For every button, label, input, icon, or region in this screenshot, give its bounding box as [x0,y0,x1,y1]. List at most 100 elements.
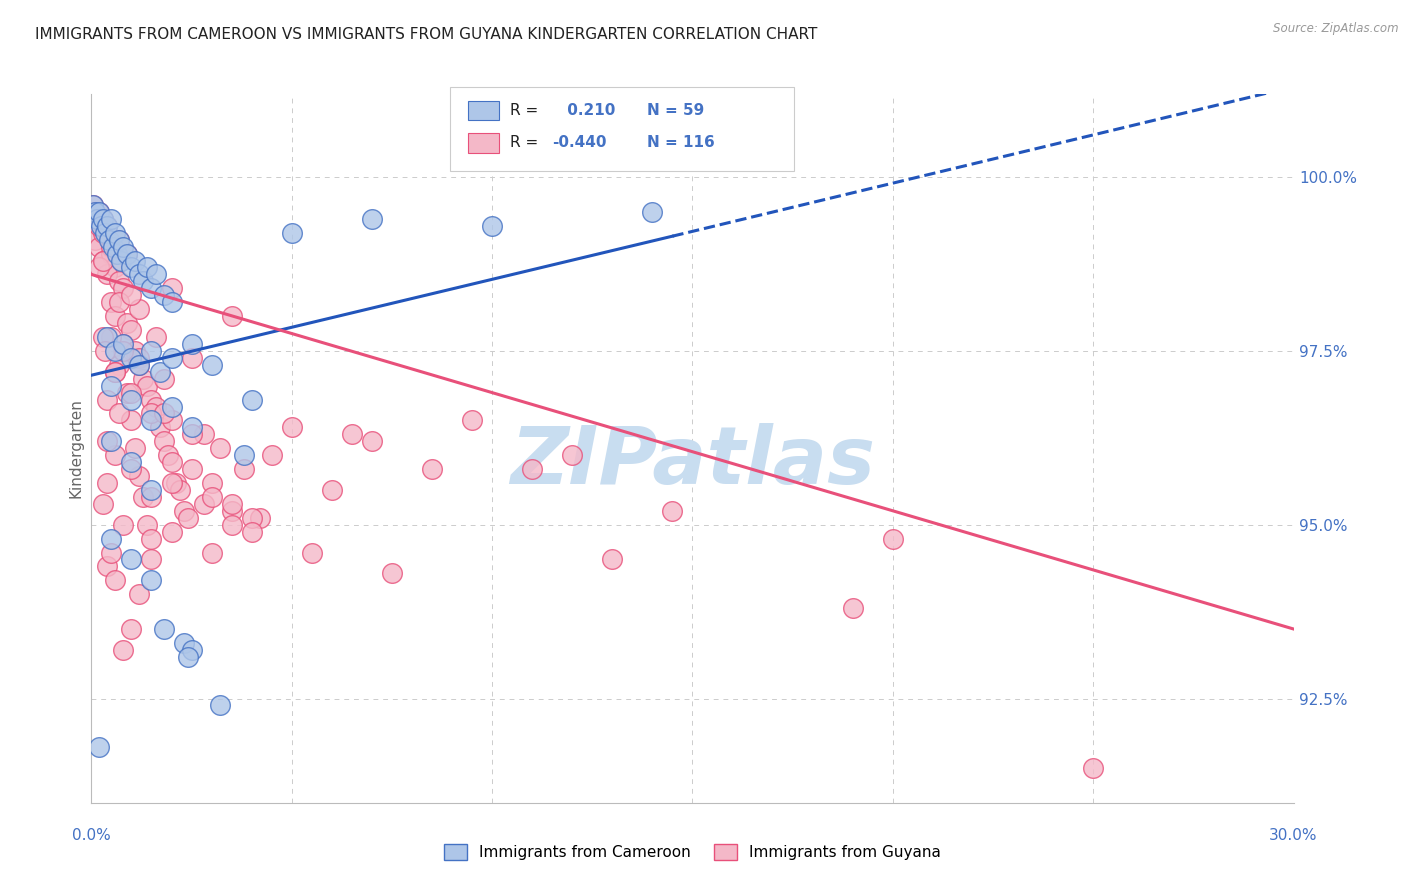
Point [96,268,118,282]
Point [104,574,127,588]
Point [121,413,143,427]
Point [232,462,254,476]
Point [152,372,174,386]
Point [107,246,129,260]
Point [96,219,118,233]
Point [180,643,202,657]
Point [108,358,131,372]
Point [281,420,304,434]
Point [89,740,111,755]
Text: 0.0%: 0.0% [72,828,111,843]
Point [240,524,263,539]
Point [90,219,112,233]
Point [301,545,323,559]
Legend: Immigrants from Cameroon, Immigrants from Guyana: Immigrants from Cameroon, Immigrants fro… [437,838,948,866]
Point [121,462,143,476]
Point [121,351,143,365]
Point [160,455,183,469]
Point [180,462,202,476]
Text: IMMIGRANTS FROM CAMEROON VS IMMIGRANTS FROM GUYANA KINDERGARTEN CORRELATION CHAR: IMMIGRANTS FROM CAMEROON VS IMMIGRANTS F… [35,27,817,42]
Point [208,442,231,456]
Point [94,226,117,240]
Point [93,253,115,268]
Point [104,365,127,379]
Point [93,226,115,240]
Point [121,385,143,400]
Point [112,239,135,253]
Point [201,545,224,559]
Point [136,517,159,532]
Point [160,295,183,310]
Point [110,253,132,268]
Point [561,448,583,462]
Point [108,274,131,288]
Point [96,392,118,407]
Point [96,330,118,344]
Point [180,427,202,442]
Point [152,407,174,421]
Point [100,434,122,449]
Point [180,351,202,365]
Point [141,490,163,504]
Point [108,233,131,247]
Point [420,462,443,476]
Point [93,211,115,226]
Point [360,211,382,226]
Point [112,343,135,358]
Text: ZIPatlas: ZIPatlas [510,424,875,501]
Point [100,330,122,344]
Point [84,233,107,247]
Point [128,302,150,317]
Point [360,434,382,449]
Point [141,343,163,358]
Point [90,219,112,233]
Point [221,309,243,323]
Point [128,351,150,365]
Point [148,420,170,434]
Point [201,358,224,372]
Point [86,211,108,226]
Point [240,392,263,407]
Point [104,448,127,462]
Point [82,198,104,212]
Point [160,351,183,365]
Point [249,510,271,524]
Point [340,427,363,442]
Point [145,400,167,414]
Point [176,510,198,524]
Point [152,434,174,449]
Point [94,343,117,358]
Point [100,295,122,310]
Point [93,253,115,268]
Point [128,268,150,282]
Point [117,246,139,260]
Point [128,587,150,601]
Point [98,233,121,247]
Point [141,281,163,295]
Text: 0.210: 0.210 [562,103,616,118]
Point [132,372,155,386]
Point [104,226,127,240]
Point [89,239,111,253]
Point [104,365,127,379]
Point [173,504,195,518]
Point [128,469,150,483]
Point [141,392,163,407]
Point [100,239,122,253]
Point [96,475,118,490]
Point [160,281,183,295]
Point [121,288,143,302]
Point [84,205,107,219]
Point [96,434,118,449]
Point [104,309,127,323]
Text: N = 59: N = 59 [647,103,704,118]
Point [108,233,131,247]
Point [108,295,131,310]
Point [141,483,163,497]
Point [260,448,283,462]
Point [94,226,117,240]
Point [481,219,503,233]
Point [602,552,624,566]
Point [180,420,202,434]
Point [117,246,139,260]
